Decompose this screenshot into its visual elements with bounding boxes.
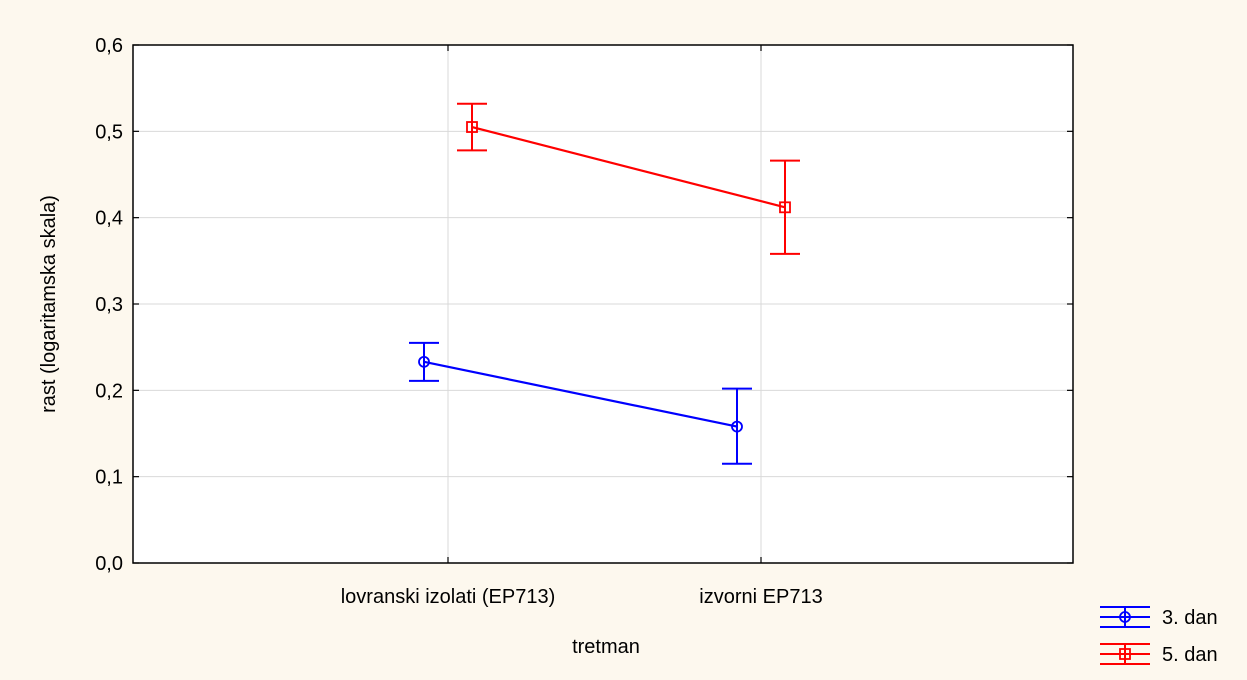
y-tick-label: 0,2 (95, 380, 123, 402)
y-tick-label: 0,5 (95, 121, 123, 143)
y-axis: 0,0 0,1 0,2 0,3 0,4 0,5 0,6 (95, 35, 1073, 575)
legend-item: 5. dan (1100, 643, 1218, 666)
legend-label: 3. dan (1162, 607, 1218, 629)
legend: 3. dan 5. dan (1100, 606, 1218, 666)
series-line (471, 125, 786, 209)
data-point (418, 355, 430, 368)
y-tick-label: 0,4 (95, 208, 123, 230)
series-2 (457, 102, 800, 255)
series (409, 102, 800, 465)
y-axis-label: rast (logaritamska skala) (38, 195, 60, 413)
data-point (779, 201, 791, 214)
y-tick-label: 0,3 (95, 294, 123, 316)
legend-label: 5. dan (1162, 644, 1218, 666)
y-tick-label: 0,1 (95, 467, 123, 489)
plot-frame (132, 44, 1074, 564)
data-point (1119, 648, 1131, 660)
series-1 (409, 341, 752, 465)
x-axis: lovranski izolati (EP713) izvorni EP713 (341, 45, 823, 608)
y-tick-label: 0,0 (95, 553, 123, 575)
x-tick-label: izvorni EP713 (699, 586, 822, 608)
y-tick-label: 0,6 (95, 35, 123, 57)
x-axis-label: tretman (572, 636, 640, 658)
data-point (1119, 611, 1131, 623)
grid (133, 45, 1073, 563)
data-point (731, 420, 743, 433)
series-line (423, 360, 738, 428)
legend-item: 3. dan (1100, 606, 1218, 629)
data-point (466, 121, 478, 133)
x-tick-label: lovranski izolati (EP713) (341, 586, 556, 608)
